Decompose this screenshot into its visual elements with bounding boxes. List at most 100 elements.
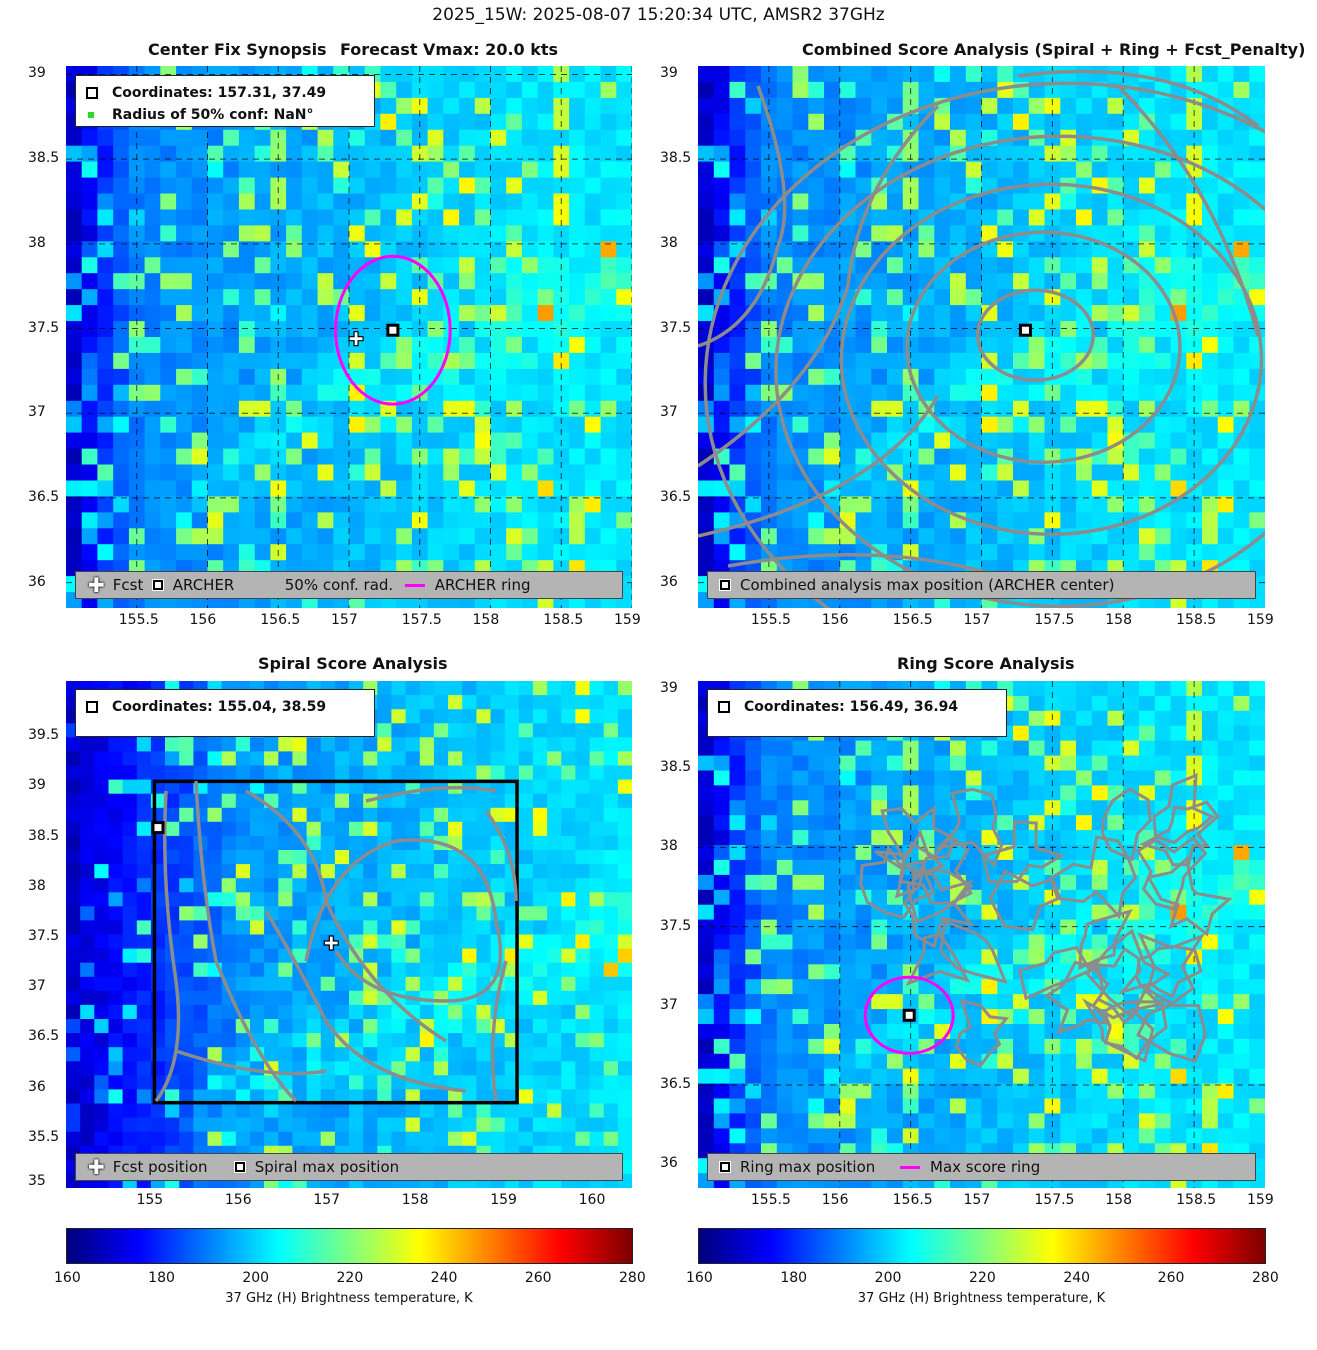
colorbar-tick-label: 240 <box>1063 1270 1091 1286</box>
x-tick-label: 157.5 <box>1034 612 1075 628</box>
ring-square-icon <box>719 1161 731 1173</box>
legend-conf: 50% conf. rad. <box>284 576 394 594</box>
ring-info-box: Coordinates: 156.49, 36.94 <box>707 689 1007 737</box>
score-contour <box>905 230 1182 464</box>
x-tick-label: 158.5 <box>1176 1192 1217 1208</box>
y-tick-label: 37 <box>660 404 678 421</box>
colorbar-tick-label: 240 <box>430 1270 458 1286</box>
ring-contour <box>880 804 957 879</box>
spiral-square-icon <box>233 1161 246 1173</box>
colorbar-tick-label: 260 <box>1157 1270 1185 1286</box>
x-tick-label: 157 <box>331 612 358 628</box>
spiral-fcst-plus-icon: ✚ <box>88 1155 105 1179</box>
fcst-plus-icon: ✚ <box>88 573 105 597</box>
y-tick-label: 36.5 <box>28 488 60 505</box>
spiral-contour <box>264 910 467 1093</box>
combined-plot: Combined analysis max position (ARCHER c… <box>698 66 1265 608</box>
x-tick-label: 158 <box>1105 1192 1132 1208</box>
y-tick-label: 37.5 <box>28 319 60 336</box>
x-tick-label: 158 <box>472 612 500 628</box>
legend-archer: ARCHER <box>172 576 235 594</box>
x-tick-label: 157 <box>313 1192 341 1208</box>
score-contour <box>703 81 1265 608</box>
y-tick-label: 38 <box>28 877 46 894</box>
y-tick-label: 39.5 <box>28 727 60 744</box>
colorbar-tick-label: 260 <box>524 1270 552 1286</box>
combined-square-icon <box>719 579 731 591</box>
ring-marker-icon <box>718 701 730 713</box>
spiral-info-box: Coordinates: 155.04, 38.59 <box>75 689 375 737</box>
colorbar-tick-label: 220 <box>336 1270 364 1286</box>
archer-ring <box>334 254 452 406</box>
x-tick-label: 156 <box>224 1192 252 1208</box>
spiral-contour <box>484 809 518 902</box>
y-tick-label: 37 <box>28 404 46 421</box>
max-score-ring <box>863 975 955 1055</box>
spiral-fcst-marker <box>323 935 339 951</box>
combined-overlay <box>698 66 1265 608</box>
y-tick-label: 36 <box>28 573 46 590</box>
x-tick-label: 156 <box>189 612 217 628</box>
ring-contour <box>934 787 1004 868</box>
ring-contour <box>1044 960 1113 1035</box>
y-tick-label: 39 <box>660 679 678 696</box>
y-tick-label: 36 <box>660 573 678 590</box>
y-tick-label: 36 <box>660 1155 678 1172</box>
confidence-dot-icon <box>88 112 94 118</box>
ring-contour <box>1152 772 1216 845</box>
colorbar-gradient <box>699 1229 1266 1263</box>
spiral-coordinates: Coordinates: 155.04, 38.59 <box>112 699 327 715</box>
ring-contour <box>906 868 974 924</box>
ring-title: Ring Score Analysis <box>897 654 1075 673</box>
colorbar-tick-label: 200 <box>874 1270 902 1286</box>
spiral-plot: Coordinates: 155.04, 38.59 ✚ Fcst positio… <box>66 681 632 1188</box>
ring-contour <box>1078 909 1133 971</box>
score-contour <box>975 288 1095 382</box>
synopsis-legend: ✚ Fcst ARCHER 50% conf. rad. ARCHER ring <box>75 571 623 599</box>
x-tick-label: 155.5 <box>750 612 791 628</box>
ring-line-icon <box>404 583 425 587</box>
y-tick-label: 38 <box>660 838 678 855</box>
ring-contour <box>1146 856 1233 937</box>
synopsis-title: Center Fix Synopsis <box>148 40 327 59</box>
x-tick-label: 156.5 <box>892 612 933 628</box>
archer-square-icon <box>151 579 164 591</box>
x-tick-label: 159 <box>1247 612 1274 628</box>
x-tick-label: 155 <box>136 1192 164 1208</box>
synopsis-info-box: Coordinates: 157.31, 37.49 Radius of 50%… <box>75 75 375 127</box>
ring-coordinates: Coordinates: 156.49, 36.94 <box>744 699 959 715</box>
y-tick-label: 35.5 <box>28 1128 60 1145</box>
archer-marker-icon <box>86 87 98 99</box>
y-tick-label: 39 <box>28 777 46 794</box>
x-tick-label: 157 <box>963 612 991 628</box>
score-contour <box>1116 84 1260 337</box>
colorbar-tick-label: 220 <box>969 1270 996 1286</box>
spiral-title: Spiral Score Analysis <box>258 654 448 673</box>
legend-ring: ARCHER ring <box>434 576 531 594</box>
x-tick-label: 156.5 <box>260 612 301 628</box>
synopsis-overlay <box>66 66 632 608</box>
ring-overlay <box>698 681 1265 1188</box>
y-tick-label: 36 <box>28 1078 46 1095</box>
figure-title: 2025_15W: 2025-08-07 15:20:34 UTC, AMSR2… <box>432 5 885 25</box>
ring-max-marker <box>902 1008 916 1022</box>
ring-contour <box>1085 928 1172 1020</box>
x-tick-label: 159 <box>1247 1192 1274 1208</box>
y-tick-label: 37 <box>28 978 46 995</box>
score-contour <box>1017 69 1260 128</box>
synopsis-coordinates: Coordinates: 157.31, 37.49 <box>112 85 327 101</box>
x-tick-label: 158.5 <box>543 612 584 628</box>
x-tick-label: 155.5 <box>118 612 159 628</box>
x-tick-label: 157.5 <box>1034 1192 1075 1208</box>
spiral-max-marker <box>151 821 165 835</box>
ring-contour <box>1100 787 1152 862</box>
spiral-contour <box>245 789 447 1043</box>
ring-contour <box>859 844 936 920</box>
y-tick-label: 36.5 <box>660 488 692 505</box>
x-tick-label: 158 <box>1105 612 1132 628</box>
spiral-marker-icon <box>86 701 98 713</box>
colorbar-tick-label: 280 <box>619 1270 646 1286</box>
ring-contour <box>981 820 1066 884</box>
ring-contour <box>955 998 1010 1068</box>
x-tick-label: 156.5 <box>892 1192 933 1208</box>
